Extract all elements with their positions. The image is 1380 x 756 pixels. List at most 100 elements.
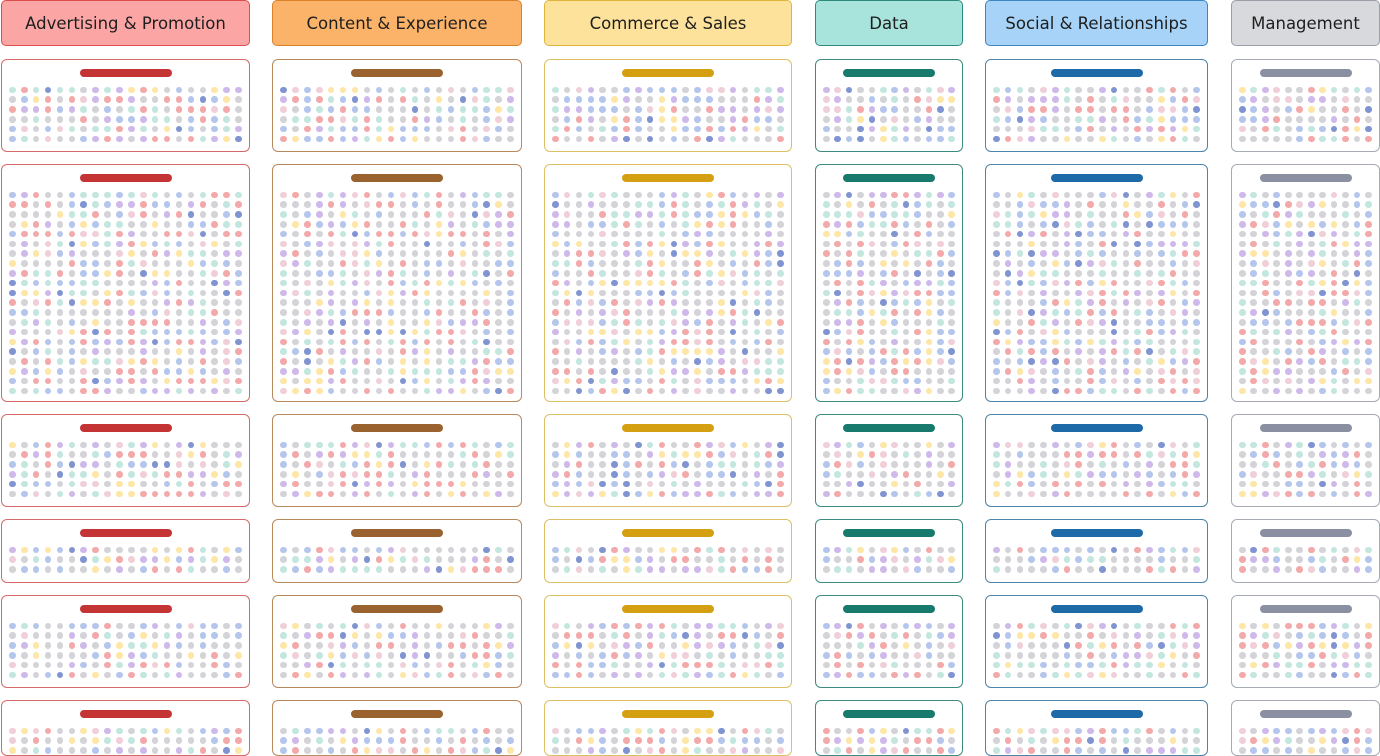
dot [447, 642, 455, 649]
dot [32, 377, 40, 385]
dot [151, 299, 159, 306]
dot [1087, 279, 1094, 287]
dot [718, 240, 725, 248]
dot [435, 470, 443, 478]
dot [1273, 201, 1281, 208]
dot [1040, 115, 1047, 123]
dot [280, 367, 287, 375]
dot [175, 632, 183, 639]
dot [1273, 556, 1281, 563]
dot [1110, 260, 1118, 267]
dot [1250, 220, 1258, 228]
dot [729, 338, 737, 346]
dot [32, 211, 40, 218]
card-row-1 [544, 59, 792, 152]
dot [635, 358, 642, 365]
dot [1330, 328, 1338, 336]
dot [1239, 727, 1246, 735]
dot [834, 260, 841, 267]
dot [694, 632, 701, 639]
dot [116, 250, 123, 257]
dot [375, 338, 383, 346]
dot [658, 86, 666, 94]
dot [1273, 480, 1281, 488]
dot [175, 747, 183, 754]
dot [1273, 279, 1281, 287]
dot [104, 546, 111, 554]
dot [879, 230, 887, 238]
dot [879, 318, 887, 326]
dot [611, 747, 618, 754]
dot [399, 191, 407, 199]
dot [868, 211, 876, 218]
dot [163, 490, 171, 498]
dot [151, 96, 159, 103]
dot [879, 480, 887, 488]
dot [1261, 367, 1269, 375]
dot [891, 240, 898, 248]
dot [1134, 348, 1141, 355]
dot [280, 338, 287, 346]
dot [1284, 191, 1292, 199]
dot [303, 461, 311, 468]
dot [471, 651, 479, 659]
dot [20, 348, 28, 355]
dot [623, 747, 630, 754]
dot [315, 451, 323, 458]
dot [351, 299, 359, 306]
dot [235, 367, 242, 375]
dot [1296, 622, 1304, 630]
dot [599, 671, 607, 679]
dot [682, 309, 690, 316]
dot [993, 461, 1000, 468]
dot [1307, 269, 1315, 277]
dot [1087, 338, 1094, 346]
dot [891, 480, 898, 488]
dot [291, 358, 299, 365]
dot [1239, 86, 1246, 94]
dot [635, 318, 642, 326]
dot [280, 96, 287, 103]
dot [1087, 115, 1094, 123]
dot [1157, 747, 1165, 754]
dot [9, 651, 16, 659]
dot [1319, 651, 1326, 659]
dot [741, 328, 749, 336]
dot [563, 191, 571, 199]
dot [1028, 461, 1035, 468]
dot [459, 671, 467, 679]
dot [235, 661, 242, 669]
dot [1099, 358, 1106, 365]
dot [948, 318, 955, 326]
dot [483, 250, 491, 257]
dot [20, 622, 28, 630]
dot [646, 220, 654, 228]
dot [1075, 470, 1083, 478]
dot [1051, 367, 1059, 375]
dot [44, 387, 52, 395]
dot [175, 441, 183, 449]
dot [1353, 348, 1361, 355]
dot [291, 480, 299, 488]
dot [291, 441, 299, 449]
dot [879, 387, 887, 395]
dot [1004, 220, 1012, 228]
dot [1122, 367, 1130, 375]
dot [1051, 269, 1059, 277]
dot [1250, 191, 1258, 199]
dot [351, 318, 359, 326]
dot [658, 96, 666, 103]
dot [483, 566, 491, 573]
dot [1110, 328, 1118, 336]
dot [1307, 651, 1315, 659]
dot [623, 201, 630, 208]
dot [280, 661, 287, 669]
dot [1261, 318, 1269, 326]
dot [868, 191, 876, 199]
dot [1040, 318, 1047, 326]
dot [495, 269, 503, 277]
dot [1330, 622, 1338, 630]
dot [187, 461, 195, 468]
dot [682, 279, 690, 287]
dot [857, 642, 864, 649]
